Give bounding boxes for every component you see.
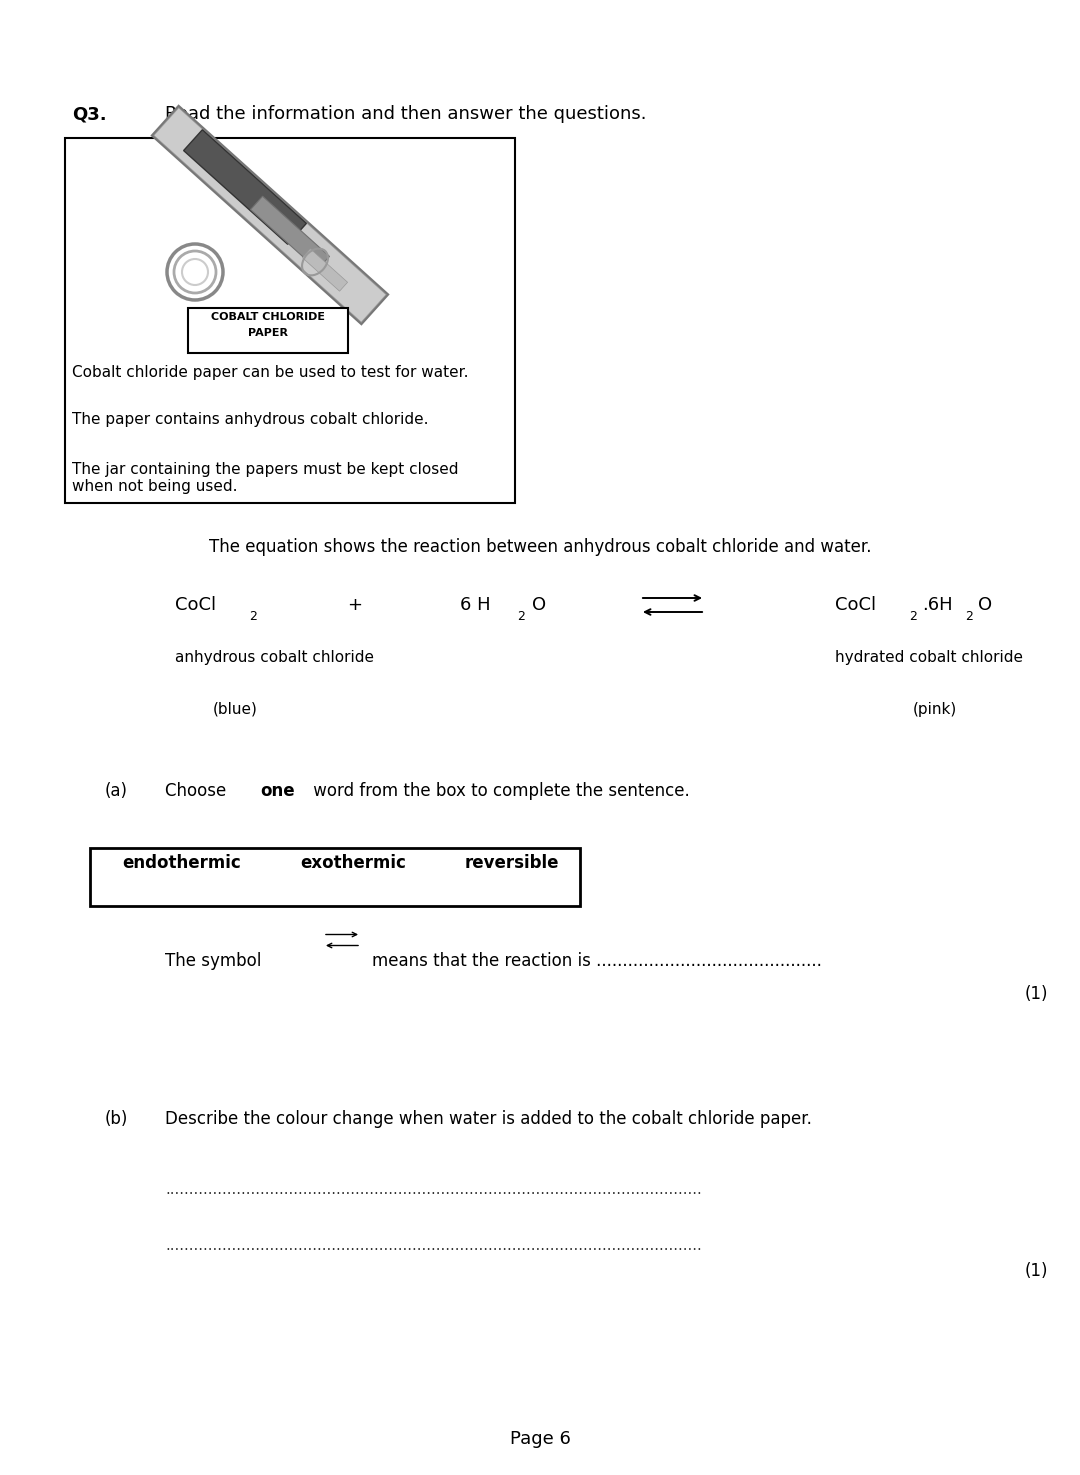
Text: 2: 2 (249, 611, 257, 624)
Text: 2: 2 (517, 611, 525, 624)
Polygon shape (153, 108, 387, 323)
Text: O: O (532, 596, 546, 614)
Text: Describe the colour change when water is added to the cobalt chloride paper.: Describe the colour change when water is… (165, 1111, 812, 1128)
Text: +: + (348, 596, 363, 614)
Text: anhydrous cobalt chloride: anhydrous cobalt chloride (175, 650, 374, 665)
Polygon shape (184, 130, 307, 245)
Text: The equation shows the reaction between anhydrous cobalt chloride and water.: The equation shows the reaction between … (208, 538, 872, 556)
Text: hydrated cobalt chloride: hydrated cobalt chloride (835, 650, 1023, 665)
Text: (a): (a) (105, 782, 129, 799)
Text: Choose: Choose (165, 782, 231, 799)
Text: The jar containing the papers must be kept closed
when not being used.: The jar containing the papers must be ke… (72, 462, 459, 494)
Text: exothermic: exothermic (300, 854, 406, 872)
Text: word from the box to complete the sentence.: word from the box to complete the senten… (308, 782, 690, 799)
Text: Page 6: Page 6 (510, 1429, 570, 1448)
Text: Read the information and then answer the questions.: Read the information and then answer the… (165, 105, 647, 122)
Text: (1): (1) (1025, 985, 1049, 1003)
Text: The paper contains anhydrous cobalt chloride.: The paper contains anhydrous cobalt chlo… (72, 412, 429, 426)
Text: Cobalt chloride paper can be used to test for water.: Cobalt chloride paper can be used to tes… (72, 364, 469, 381)
Text: CoCl: CoCl (175, 596, 216, 614)
Text: CoCl: CoCl (835, 596, 876, 614)
Text: reversible: reversible (465, 854, 559, 872)
Bar (188, 308, 348, 353)
Text: ................................................................................: ........................................… (165, 1238, 702, 1252)
Text: COBALT CHLORIDE: COBALT CHLORIDE (211, 313, 325, 322)
Polygon shape (251, 196, 329, 270)
Text: one: one (260, 782, 295, 799)
Text: The symbol: The symbol (165, 951, 261, 971)
Text: 2: 2 (966, 611, 973, 624)
Text: 6 H: 6 H (460, 596, 490, 614)
Text: Q3.: Q3. (72, 105, 107, 122)
Text: PAPER: PAPER (248, 327, 288, 338)
Bar (65, 139, 515, 503)
Text: ................................................................................: ........................................… (165, 1181, 702, 1198)
Text: (pink): (pink) (913, 702, 957, 717)
Polygon shape (302, 249, 348, 291)
Bar (90, 848, 580, 906)
Text: (b): (b) (105, 1111, 129, 1128)
Text: (blue): (blue) (213, 702, 257, 717)
Text: means that the reaction is ...........................................: means that the reaction is .............… (372, 951, 822, 971)
Text: O: O (978, 596, 993, 614)
Text: .6H: .6H (922, 596, 953, 614)
Text: 2: 2 (909, 611, 917, 624)
Text: (1): (1) (1025, 1263, 1049, 1280)
Text: endothermic: endothermic (122, 854, 241, 872)
